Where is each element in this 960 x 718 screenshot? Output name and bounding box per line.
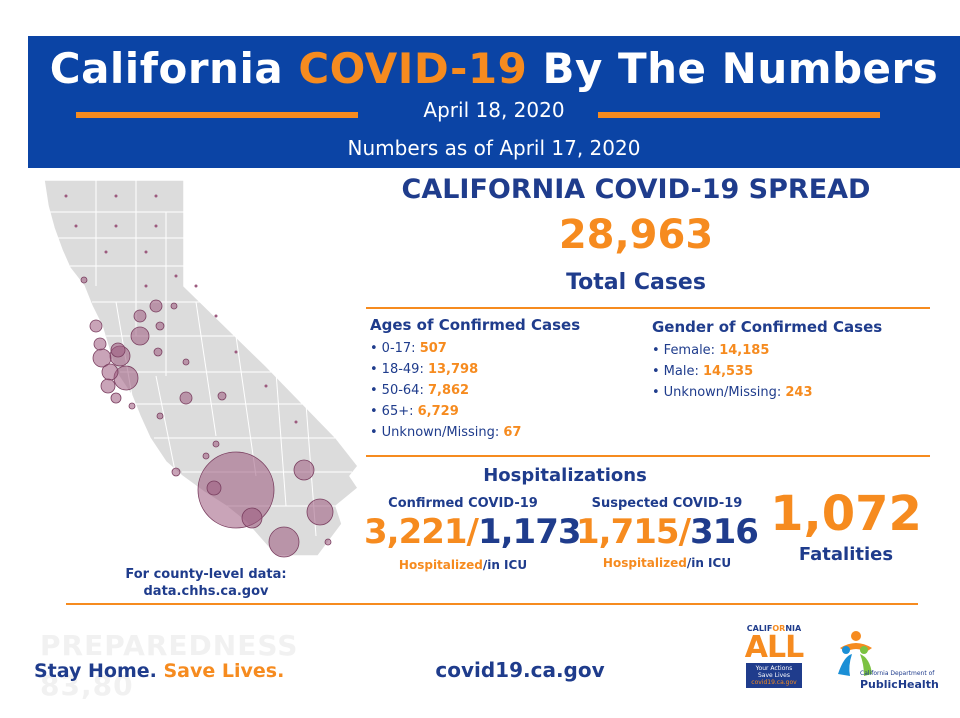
confirmed-hospitalized: 3,221 [364,512,468,552]
cdph-logo: California Department of PublicHealth [834,628,939,698]
ca-logo-all: ALL [744,630,804,665]
ages-list: • 0-17: 507 • 18-49: 13,798 • 50-64: 7,862 … [370,338,521,443]
confirmed-caption: Hospitalized/in ICU [368,558,558,572]
gender-list: • Female: 14,185 • Male: 14,535 • Unknown/M… [652,340,813,403]
preparedness-watermark: PREPAREDNESS 83,80 [40,626,300,706]
left-orange-rule [76,112,358,118]
divider-bottom [66,603,918,605]
title-accent: COVID-19 [298,44,528,93]
suspected-caption: Hospitalized/in ICU [572,556,762,570]
suspected-heading: Suspected COVID-19 [591,496,743,511]
california-all-logo: CALIFORNIA ALL Your Actions Save Lives c… [744,624,804,696]
county-dots [64,194,298,424]
ca-logo-wordmark: CALIFORNIA [746,624,802,633]
page-title: California COVID-19 By The Numbers [28,44,960,93]
suspected-icu: 316 [689,512,759,552]
watermark-line-2: 83,80 [40,669,134,702]
county-data-note: For county-level data: data.chhs.ca.gov [106,566,306,600]
suspected-separator: / [678,512,691,552]
cdph-figures-icon [838,631,872,676]
spread-title: CALIFORNIA COVID-19 SPREAD [401,174,871,205]
as-of-date: Numbers as of April 17, 2020 [347,136,641,160]
california-map [43,179,360,558]
list-item: • 18-49: 13,798 [370,362,479,377]
confirmed-icu-label: /in ICU [482,558,528,572]
header-banner: California COVID-19 By The Numbers April… [28,36,960,168]
cdph-line-2: PublicHealth [860,678,939,691]
list-item: • Unknown/Missing: 67 [370,425,522,440]
list-item: • 50-64: 7,862 [370,383,470,398]
divider-top [366,307,930,309]
suspected-numbers: 1,715/316 [572,512,762,552]
list-item: • 0-17: 507 [370,341,447,356]
county-note-line-1: For county-level data: [125,567,287,582]
list-item: • Female: 14,185 [652,343,770,358]
slogan: Stay Home. Save Lives. [34,660,284,682]
slogan-part-2: Save Lives. [163,660,285,682]
website-link[interactable]: covid19.ca.gov [435,658,605,682]
fatalities-label: Fatalities [798,544,894,565]
confirmed-heading: Confirmed COVID-19 [388,496,538,511]
right-orange-rule [598,112,880,118]
list-item: • 65+: 6,729 [370,404,459,419]
case-bubbles [80,276,334,558]
confirmed-separator: / [466,512,479,552]
hospitalizations-title: Hospitalizations [483,465,647,486]
watermark-line-1: PREPAREDNESS [40,629,299,662]
report-date: April 18, 2020 [423,98,565,122]
cdph-line-1: California Department of [860,670,935,677]
confirmed-hosp-label: Hospitalized [398,558,483,572]
suspected-icu-label: /in ICU [686,556,732,570]
list-item: • Unknown/Missing: 243 [652,385,813,400]
total-cases-number: 28,963 [558,212,714,258]
suspected-hosp-label: Hospitalized [602,556,687,570]
fatalities-number: 1,072 [770,486,922,542]
divider-middle [366,455,930,457]
gender-heading: Gender of Confirmed Cases [652,318,883,336]
suspected-hospitalized: 1,715 [576,512,680,552]
slogan-part-1: Stay Home. [34,660,164,682]
title-part-2: By The Numbers [527,44,939,93]
ages-heading: Ages of Confirmed Cases [370,316,581,334]
confirmed-icu: 1,173 [477,512,582,552]
county-data-link[interactable]: data.chhs.ca.gov [143,584,269,599]
total-cases-label: Total Cases [566,270,706,295]
confirmed-numbers: 3,221/1,173 [364,512,582,552]
ca-logo-box: Your Actions Save Lives covid19.ca.gov [746,663,802,688]
title-part-1: California [49,44,299,93]
list-item: • Male: 14,535 [652,364,754,379]
